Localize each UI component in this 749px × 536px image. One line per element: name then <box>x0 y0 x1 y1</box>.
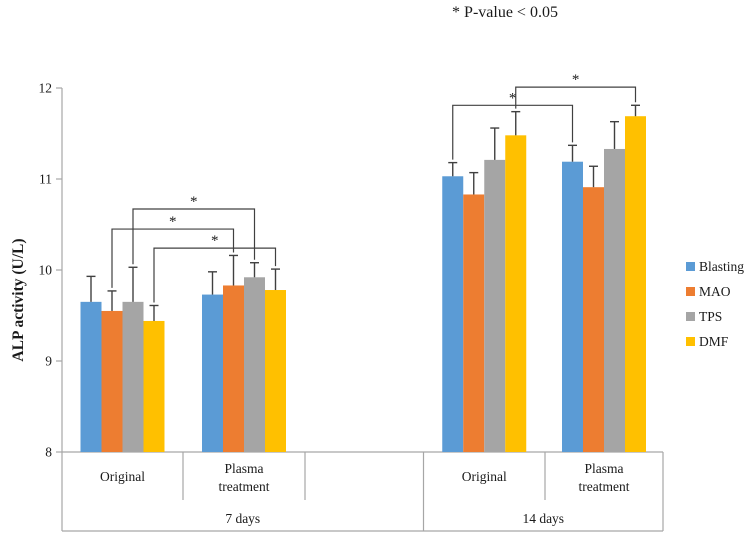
legend-item-blasting: Blasting <box>686 254 744 279</box>
category-label: treatment <box>219 479 270 494</box>
outer-category-label: 14 days <box>522 511 564 526</box>
significance-asterisk: * <box>169 214 177 230</box>
bar-mao-cat1 <box>223 285 244 452</box>
bar-dmf-cat0 <box>143 320 165 452</box>
significance-bracket-mao <box>111 228 235 288</box>
bar-mao-cat3 <box>583 187 604 452</box>
category-label: Plasma <box>225 461 264 476</box>
legend: Blasting MAO TPS DMF <box>686 254 744 354</box>
bar-tps-cat2 <box>484 159 506 452</box>
legend-swatch-icon <box>686 337 695 346</box>
y-tick-label: 8 <box>45 445 52 460</box>
legend-swatch-icon <box>686 287 695 296</box>
pvalue-annotation: * P-value < 0.05 <box>452 4 558 21</box>
legend-label: Blasting <box>699 258 745 274</box>
legend-swatch-icon <box>686 262 695 271</box>
y-tick-label: 12 <box>39 81 53 96</box>
bar-dmf-cat1 <box>265 290 286 452</box>
category-label: Plasma <box>585 461 624 476</box>
y-tick-label: 10 <box>39 263 53 278</box>
y-tick-label: 9 <box>45 354 52 369</box>
bar-tps-cat3 <box>604 148 625 452</box>
legend-label: MAO <box>699 283 731 299</box>
significance-bracket-dmf <box>515 86 637 109</box>
legend-item-dmf: DMF <box>686 329 744 354</box>
significance-bracket-dmf <box>153 247 277 303</box>
significance-asterisk: * <box>572 72 580 88</box>
bar-blasting-cat1 <box>202 294 223 452</box>
legend-label: DMF <box>699 333 729 349</box>
outer-category-label: 7 days <box>225 511 260 526</box>
legend-label: TPS <box>699 308 723 324</box>
bar-tps-cat0 <box>122 301 144 452</box>
significance-asterisk: * <box>509 90 517 106</box>
bar-dmf-cat2 <box>505 135 527 452</box>
bar-mao-cat2 <box>463 194 485 452</box>
significance-asterisk: * <box>211 233 219 249</box>
y-tick-label: 11 <box>39 172 52 187</box>
bar-dmf-cat3 <box>625 116 646 453</box>
category-label: Original <box>462 469 507 484</box>
bar-tps-cat1 <box>244 277 265 452</box>
legend-item-mao: MAO <box>686 279 744 304</box>
legend-item-tps: TPS <box>686 304 744 329</box>
bar-blasting-cat2 <box>442 176 464 452</box>
category-label: Original <box>100 469 145 484</box>
bar-blasting-cat0 <box>80 301 102 452</box>
category-label: treatment <box>579 479 630 494</box>
bar-mao-cat0 <box>101 310 123 452</box>
significance-bracket-blasting <box>452 104 574 160</box>
significance-asterisk: * <box>190 194 198 210</box>
legend-swatch-icon <box>686 312 695 321</box>
bar-blasting-cat3 <box>562 161 583 452</box>
significance-bracket-tps <box>132 208 256 265</box>
